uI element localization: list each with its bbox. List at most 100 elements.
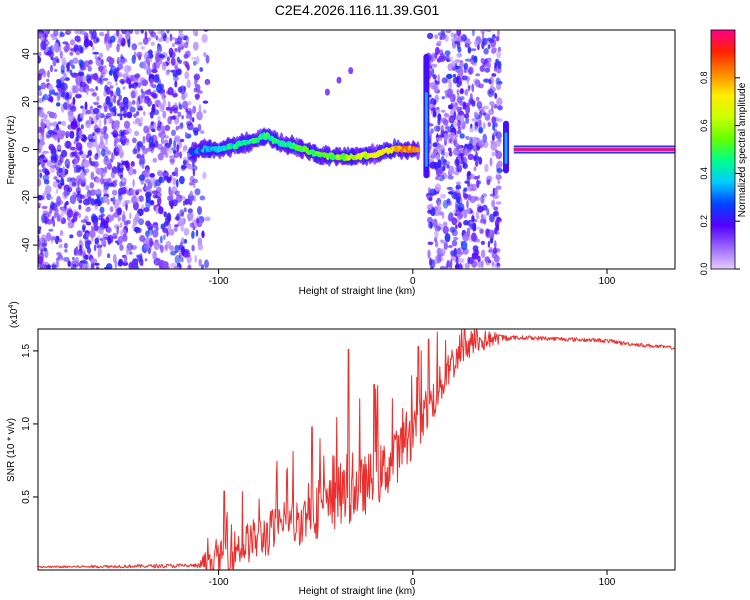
noise-speckle [183, 238, 188, 244]
noise-speckle [432, 74, 437, 80]
noise-speckle [473, 55, 478, 64]
noise-speckle [53, 176, 58, 181]
noise-speckle [38, 55, 42, 64]
noise-speckle [40, 82, 47, 90]
noise-speckle [470, 183, 477, 188]
spectrogram-x-tick-label: 100 [599, 276, 616, 287]
noise-speckle [112, 253, 117, 264]
noise-speckle [69, 130, 75, 139]
noise-speckle [473, 125, 478, 132]
noise-speckle [143, 111, 146, 116]
noise-speckle [171, 147, 176, 151]
noise-speckle [56, 93, 61, 102]
noise-speckle [117, 235, 124, 244]
noise-speckle [436, 40, 442, 44]
noise-speckle [65, 30, 72, 34]
noise-speckle [42, 70, 47, 78]
noise-speckle [459, 263, 463, 269]
noise-speckle [168, 47, 174, 56]
noise-speckle [436, 247, 443, 256]
noise-speckle [449, 138, 452, 143]
noise-speckle [78, 59, 84, 67]
noise-speckle [182, 159, 187, 166]
noise-speckle [466, 39, 470, 44]
noise-speckle [45, 232, 52, 242]
noise-speckle [489, 101, 495, 106]
noise-speckle [458, 207, 463, 212]
noise-speckle [118, 71, 123, 77]
noise-speckle [466, 143, 474, 150]
noise-speckle [182, 100, 189, 110]
noise-speckle [111, 189, 118, 196]
noise-speckle [483, 78, 490, 83]
noise-speckle [475, 160, 479, 167]
spike-core [425, 92, 428, 167]
noise-speckle [112, 232, 118, 239]
noise-speckle [88, 115, 92, 122]
noise-speckle [430, 68, 435, 77]
stray-point [348, 67, 354, 75]
noise-speckle [77, 71, 85, 77]
noise-speckle [104, 84, 109, 92]
noise-speckle [83, 159, 90, 168]
noise-speckle [168, 228, 175, 232]
noise-speckle [429, 97, 436, 105]
noise-speckle [162, 110, 167, 119]
noise-speckle [85, 119, 91, 129]
noise-speckle [55, 207, 59, 212]
noise-speckle [194, 32, 198, 37]
noise-speckle [92, 258, 98, 264]
noise-speckle [56, 213, 64, 222]
noise-speckle [147, 59, 153, 63]
noise-speckle [106, 263, 113, 269]
noise-speckle [480, 195, 485, 204]
noise-speckle [429, 221, 433, 229]
noise-speckle [436, 254, 442, 264]
noise-speckle [143, 243, 150, 250]
noise-speckle [122, 201, 126, 208]
noise-speckle [75, 50, 81, 56]
snr-x-ticks: -100 0 100 [209, 570, 616, 588]
noise-speckle [71, 218, 75, 224]
noise-speckle [158, 54, 165, 58]
noise-speckle [184, 131, 188, 138]
noise-speckle [56, 79, 62, 88]
noise-speckle [496, 82, 502, 91]
noise-speckle [43, 179, 50, 185]
noise-speckle [136, 255, 143, 262]
noise-speckle [189, 190, 193, 197]
noise-speckle [75, 245, 79, 255]
noise-speckle [147, 247, 151, 255]
noise-speckle [461, 156, 468, 166]
noise-speckle [93, 244, 97, 252]
noise-speckle [143, 207, 150, 213]
noise-speckle [471, 83, 475, 93]
noise-speckle [131, 54, 136, 64]
noise-speckle [143, 168, 150, 178]
noise-speckle [75, 142, 83, 151]
noise-speckle [116, 57, 122, 61]
noise-speckle [39, 237, 44, 244]
noise-speckle [159, 235, 163, 244]
ridge-point [415, 147, 421, 153]
noise-speckle [436, 80, 440, 85]
noise-speckle [75, 187, 81, 194]
noise-speckle [61, 149, 68, 158]
spectrogram-y-tick-label: -20 [21, 190, 32, 205]
noise-speckle [472, 61, 477, 66]
snr-panel: -100 0 100 0.5 1.0 1.5 Height of straight li… [6, 301, 676, 597]
noise-speckle [191, 244, 195, 252]
noise-speckle [122, 96, 129, 105]
noise-speckle [437, 32, 441, 36]
noise-speckle [495, 185, 502, 190]
noise-speckle [450, 37, 458, 42]
noise-speckle [151, 34, 157, 38]
noise-speckle [440, 117, 448, 123]
noise-speckle [469, 127, 474, 133]
noise-speckle [203, 52, 207, 57]
noise-speckle [497, 60, 502, 69]
noise-speckle [83, 60, 90, 68]
noise-speckle [132, 120, 140, 125]
noise-speckle [126, 111, 133, 119]
noise-speckle [479, 65, 485, 72]
